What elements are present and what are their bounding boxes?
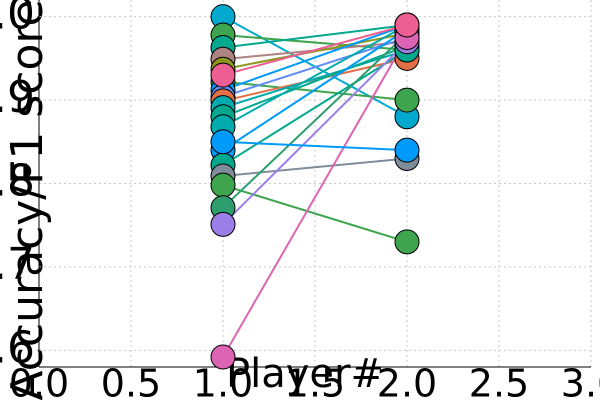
marker — [210, 129, 236, 155]
x-tick-label: 3.0 — [561, 362, 600, 400]
x-axis-label: Player# — [226, 351, 384, 397]
series-line — [222, 24, 408, 49]
series-line — [222, 37, 408, 358]
marker — [394, 87, 420, 113]
series-line — [222, 32, 408, 209]
marker — [394, 137, 420, 163]
marker — [394, 12, 420, 38]
y-tick-label: 0.6 — [0, 322, 35, 373]
marker — [210, 62, 236, 88]
series-line — [222, 32, 408, 71]
series-line — [222, 157, 408, 177]
marker — [210, 211, 236, 237]
marker — [394, 229, 420, 255]
series-line — [222, 184, 408, 243]
y-axis-label: Accuracy/F1 score — [2, 0, 53, 400]
series-line — [222, 24, 408, 77]
x-tick-label: 1.5 — [285, 362, 345, 400]
series-line — [222, 24, 408, 92]
marker — [210, 172, 236, 198]
series-line — [222, 44, 408, 118]
series-line — [222, 36, 408, 98]
x-tick-label: 0.0 — [9, 362, 69, 400]
x-tick-label: 2.0 — [377, 362, 437, 400]
series-line — [222, 24, 408, 128]
series-line — [222, 28, 408, 151]
marker — [210, 344, 236, 370]
y-tick-label: 0.8 — [0, 156, 35, 207]
series-line — [222, 140, 408, 152]
series-line — [222, 40, 408, 226]
series-line — [222, 49, 408, 166]
y-tick-label: 0.7 — [0, 239, 35, 290]
series-line — [222, 80, 408, 102]
x-tick-label: 0.5 — [101, 362, 161, 400]
x-tick-label: 2.5 — [469, 362, 529, 400]
y-tick-label: 1.0 — [0, 0, 35, 40]
y-tick-label: 0.9 — [0, 72, 35, 123]
series-line — [222, 49, 408, 109]
